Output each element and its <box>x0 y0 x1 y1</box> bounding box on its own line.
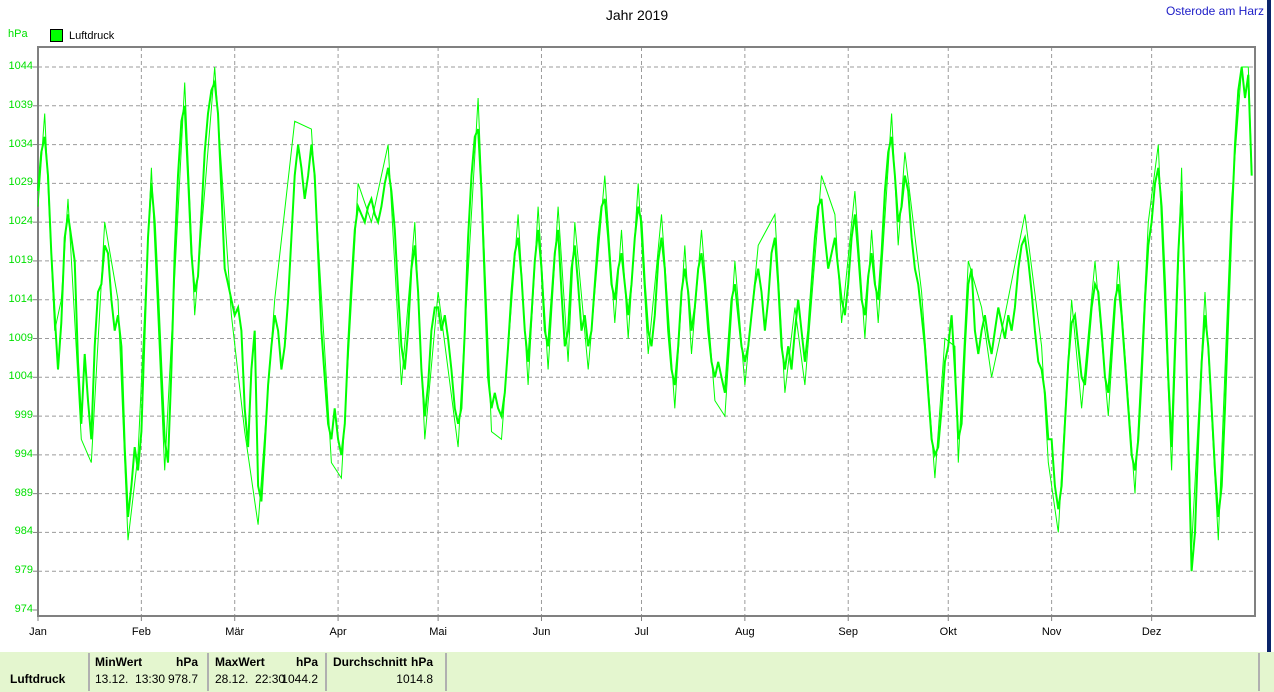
legend-label: Luftdruck <box>69 29 115 42</box>
y-axis-tick-label: 999 <box>14 409 33 422</box>
y-axis-tick-label: 974 <box>14 603 33 615</box>
chart-legend: Luftdruck <box>50 29 114 42</box>
y-axis-tick-label: 979 <box>14 564 33 577</box>
x-axis-month-label: Jan <box>29 626 47 638</box>
max-header: MaxWert hPa <box>215 655 318 670</box>
table-separator <box>88 653 90 691</box>
y-axis-unit-label: hPa <box>8 28 28 40</box>
max-date: 28.12. <box>215 672 249 686</box>
window-edge-bar <box>1267 0 1271 692</box>
x-axis-month-label: Sep <box>838 626 858 638</box>
max-value: 1044.2 <box>281 672 318 686</box>
y-axis-tick-label: 994 <box>14 447 33 460</box>
avg-unit-label: hPa <box>410 655 433 669</box>
min-header-label: MinWert <box>95 655 143 669</box>
avg-value: 1014.8 <box>396 672 433 686</box>
min-header: MinWert hPa <box>95 655 198 670</box>
y-axis-tick-label: 1024 <box>8 215 33 228</box>
min-unit-label: hPa <box>175 655 198 669</box>
x-axis-month-label: Nov <box>1041 626 1062 638</box>
pressure-line-thin <box>37 66 1253 548</box>
table-separator <box>325 653 327 691</box>
y-axis-tick-label: 1009 <box>8 331 33 344</box>
y-axis-tick-label: 984 <box>14 525 33 538</box>
summary-table: Luftdruck MinWert hPa 13.12. 13:30 978.7… <box>0 652 1274 692</box>
min-value: 978.7 <box>167 672 198 686</box>
table-separator <box>207 653 209 691</box>
x-axis-month-label: Jul <box>634 626 649 638</box>
min-date: 13.12. <box>95 672 129 686</box>
x-axis-month-label: Okt <box>939 626 957 638</box>
y-axis-tick-label: 1034 <box>8 137 33 150</box>
table-row-label: Luftdruck <box>10 672 66 686</box>
pressure-chart <box>33 46 1256 621</box>
page-title: Jahr 2019 <box>605 7 669 23</box>
x-axis-month-label: Mär <box>225 626 245 638</box>
x-axis-month-label: Dez <box>1141 626 1162 638</box>
max-datetime: 28.12. 22:30 <box>215 672 285 687</box>
table-separator <box>1258 653 1260 691</box>
x-axis-month-label: Jun <box>532 626 551 638</box>
min-time: 13:30 <box>135 672 166 686</box>
y-axis-tick-label: 1039 <box>8 98 33 111</box>
max-time: 22:30 <box>255 672 286 686</box>
pressure-line-thick <box>37 66 1253 572</box>
x-axis-month-label: Aug <box>735 626 755 638</box>
legend-swatch-icon <box>50 29 63 42</box>
max-unit-label: hPa <box>295 655 318 669</box>
y-axis-tick-label: 1019 <box>8 253 33 266</box>
x-axis-month-label: Apr <box>329 626 347 638</box>
y-axis-tick-label: 1004 <box>8 370 33 383</box>
avg-header: Durchschnitt hPa <box>333 655 433 670</box>
min-datetime: 13.12. 13:30 <box>95 672 165 687</box>
y-axis-tick-label: 989 <box>14 486 33 499</box>
y-axis-tick-label: 1044 <box>8 60 33 72</box>
avg-header-label: Durchschnitt <box>333 655 408 669</box>
location-link[interactable]: Osterode am Harz <box>1165 4 1264 18</box>
x-axis-month-label: Mai <box>429 626 447 638</box>
max-header-label: MaxWert <box>215 655 265 669</box>
y-axis-tick-label: 1014 <box>8 292 33 305</box>
y-axis-tick-label: 1029 <box>8 176 33 189</box>
x-axis-month-label: Feb <box>131 626 151 638</box>
table-separator <box>445 653 447 691</box>
